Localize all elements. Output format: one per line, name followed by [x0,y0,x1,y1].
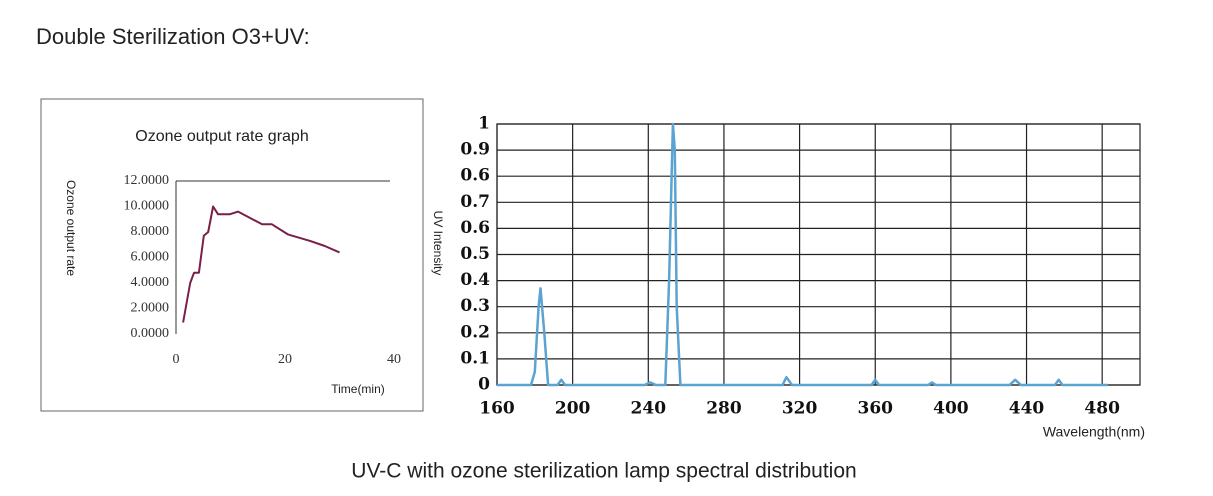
y-tick-label: 6.0000 [131,250,170,265]
y-tick-label: 0.4 [460,270,490,290]
x-axis-label: Time(min) [331,382,385,396]
heading: Double Sterilization O3+UV: [36,24,310,49]
y-tick-label: 1 [478,114,490,134]
chart-title: UV-C with ozone sterilization lamp spect… [351,460,856,483]
x-tick-label: 360 [857,399,893,419]
x-tick-label: 240 [631,399,667,419]
x-axis-label: Wavelength(nm) [1043,424,1145,440]
x-tick-label: 480 [1084,399,1120,419]
data-line [497,122,1108,387]
y-tick-label: 0.2 [460,322,490,342]
y-tick-label: 2.0000 [131,301,170,316]
x-tick-label: 0 [173,352,180,367]
y-tick-label: 8.0000 [131,224,170,239]
y-axis-label: Ozone output rate [64,180,78,276]
y-tick-label: 0.5 [460,244,490,264]
y-tick-label: 0.6 [460,218,490,238]
chart-title: Ozone output rate graph [135,128,308,145]
x-tick-label: 400 [933,399,969,419]
y-tick-label: 0.1 [460,348,490,368]
y-tick-label: 0.3 [460,296,490,316]
x-tick-label: 20 [278,352,292,367]
x-tick-label: 200 [555,399,591,419]
y-tick-label: 0.0000 [131,326,170,341]
chart-frame [40,98,424,412]
y-tick-label: 4.0000 [131,275,170,290]
data-line [182,205,340,323]
y-tick-label: 12.0000 [124,173,170,188]
y-tick-label: 0.6 [460,166,490,186]
x-tick-label: 320 [782,399,818,419]
y-tick-label: 0.7 [460,192,490,212]
x-tick-label: 160 [479,399,515,419]
x-tick-label: 440 [1009,399,1045,419]
y-tick-label: 0 [478,375,490,395]
x-tick-label: 40 [387,352,401,367]
y-axis-label: UV Intensity [431,211,445,276]
y-tick-label: 0.9 [460,140,490,160]
y-tick-label: 10.0000 [124,199,170,214]
x-tick-label: 280 [706,399,742,419]
